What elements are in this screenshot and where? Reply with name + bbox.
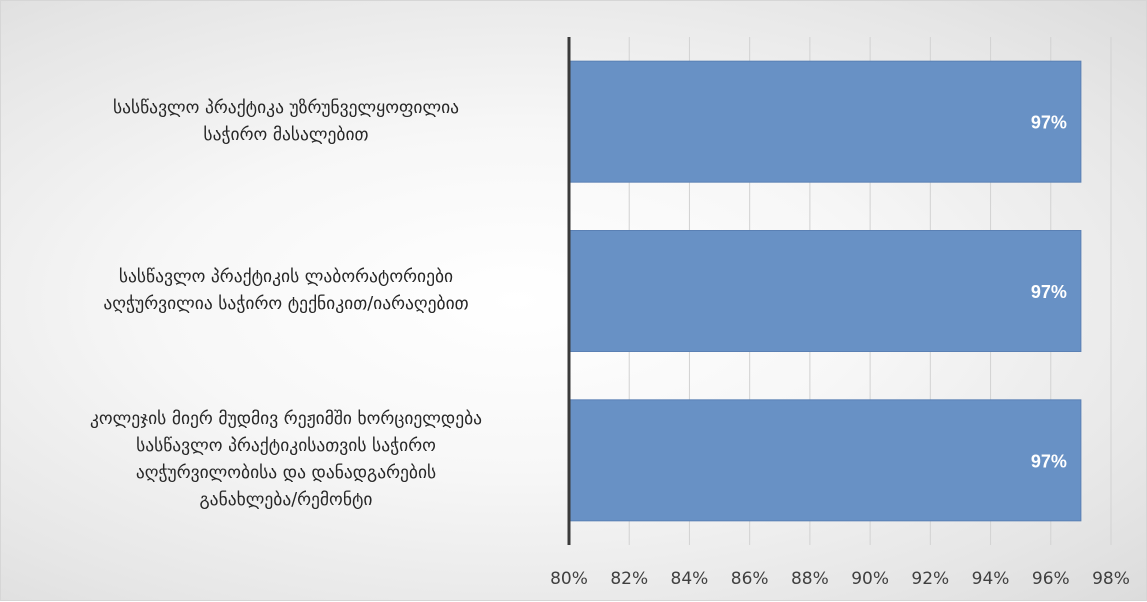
bar — [568, 60, 1082, 183]
x-tick-label: 88% — [791, 569, 829, 589]
bar — [568, 230, 1082, 352]
data-label: 97% — [1031, 282, 1067, 302]
category-label: კოლეჯის მიერ მუდმივ რეჟიმში ხორციელდება ს… — [11, 406, 561, 514]
category-label-line: აღჭურვილია საჭირო ტექნიკით/იარაღებით — [103, 294, 469, 314]
data-label: 97% — [1031, 113, 1067, 133]
category-label-line: აღჭურვილობისა და დანადგარების — [135, 463, 437, 484]
x-tick-label: 92% — [911, 569, 949, 589]
category-label: სასწავლო პრაქტიკის ლაბორატორიები აღჭურვილ… — [11, 264, 561, 318]
x-tick-label: 90% — [851, 569, 889, 589]
x-tick-label: 84% — [671, 569, 709, 589]
data-label: 97% — [1031, 451, 1067, 471]
category-label-line: სასწავლო პრაქტიკა უზრუნველყოფილია — [112, 97, 460, 118]
category-label-line: კოლეჯის მიერ მუდმივ რეჟიმში ხორციელდება — [89, 409, 483, 430]
bar — [568, 399, 1082, 522]
category-label: სასწავლო პრაქტიკა უზრუნველყოფილია საჭირო … — [11, 95, 561, 149]
category-label-line: განახლება/რემონტი — [199, 490, 373, 511]
category-label-line: სასწავლო პრაქტიკისათვის საჭირო — [136, 436, 436, 457]
x-tick-label: 94% — [972, 569, 1010, 589]
category-label-line: საჭირო მასალებით — [203, 124, 369, 145]
x-tick-label: 82% — [610, 569, 648, 589]
x-tick-label: 98% — [1092, 569, 1130, 589]
category-label-line: სასწავლო პრაქტიკის ლაბორატორიები — [118, 267, 454, 287]
x-tick-label: 80% — [550, 569, 588, 589]
x-tick-label: 86% — [731, 569, 769, 589]
x-tick-label: 96% — [1032, 569, 1070, 589]
